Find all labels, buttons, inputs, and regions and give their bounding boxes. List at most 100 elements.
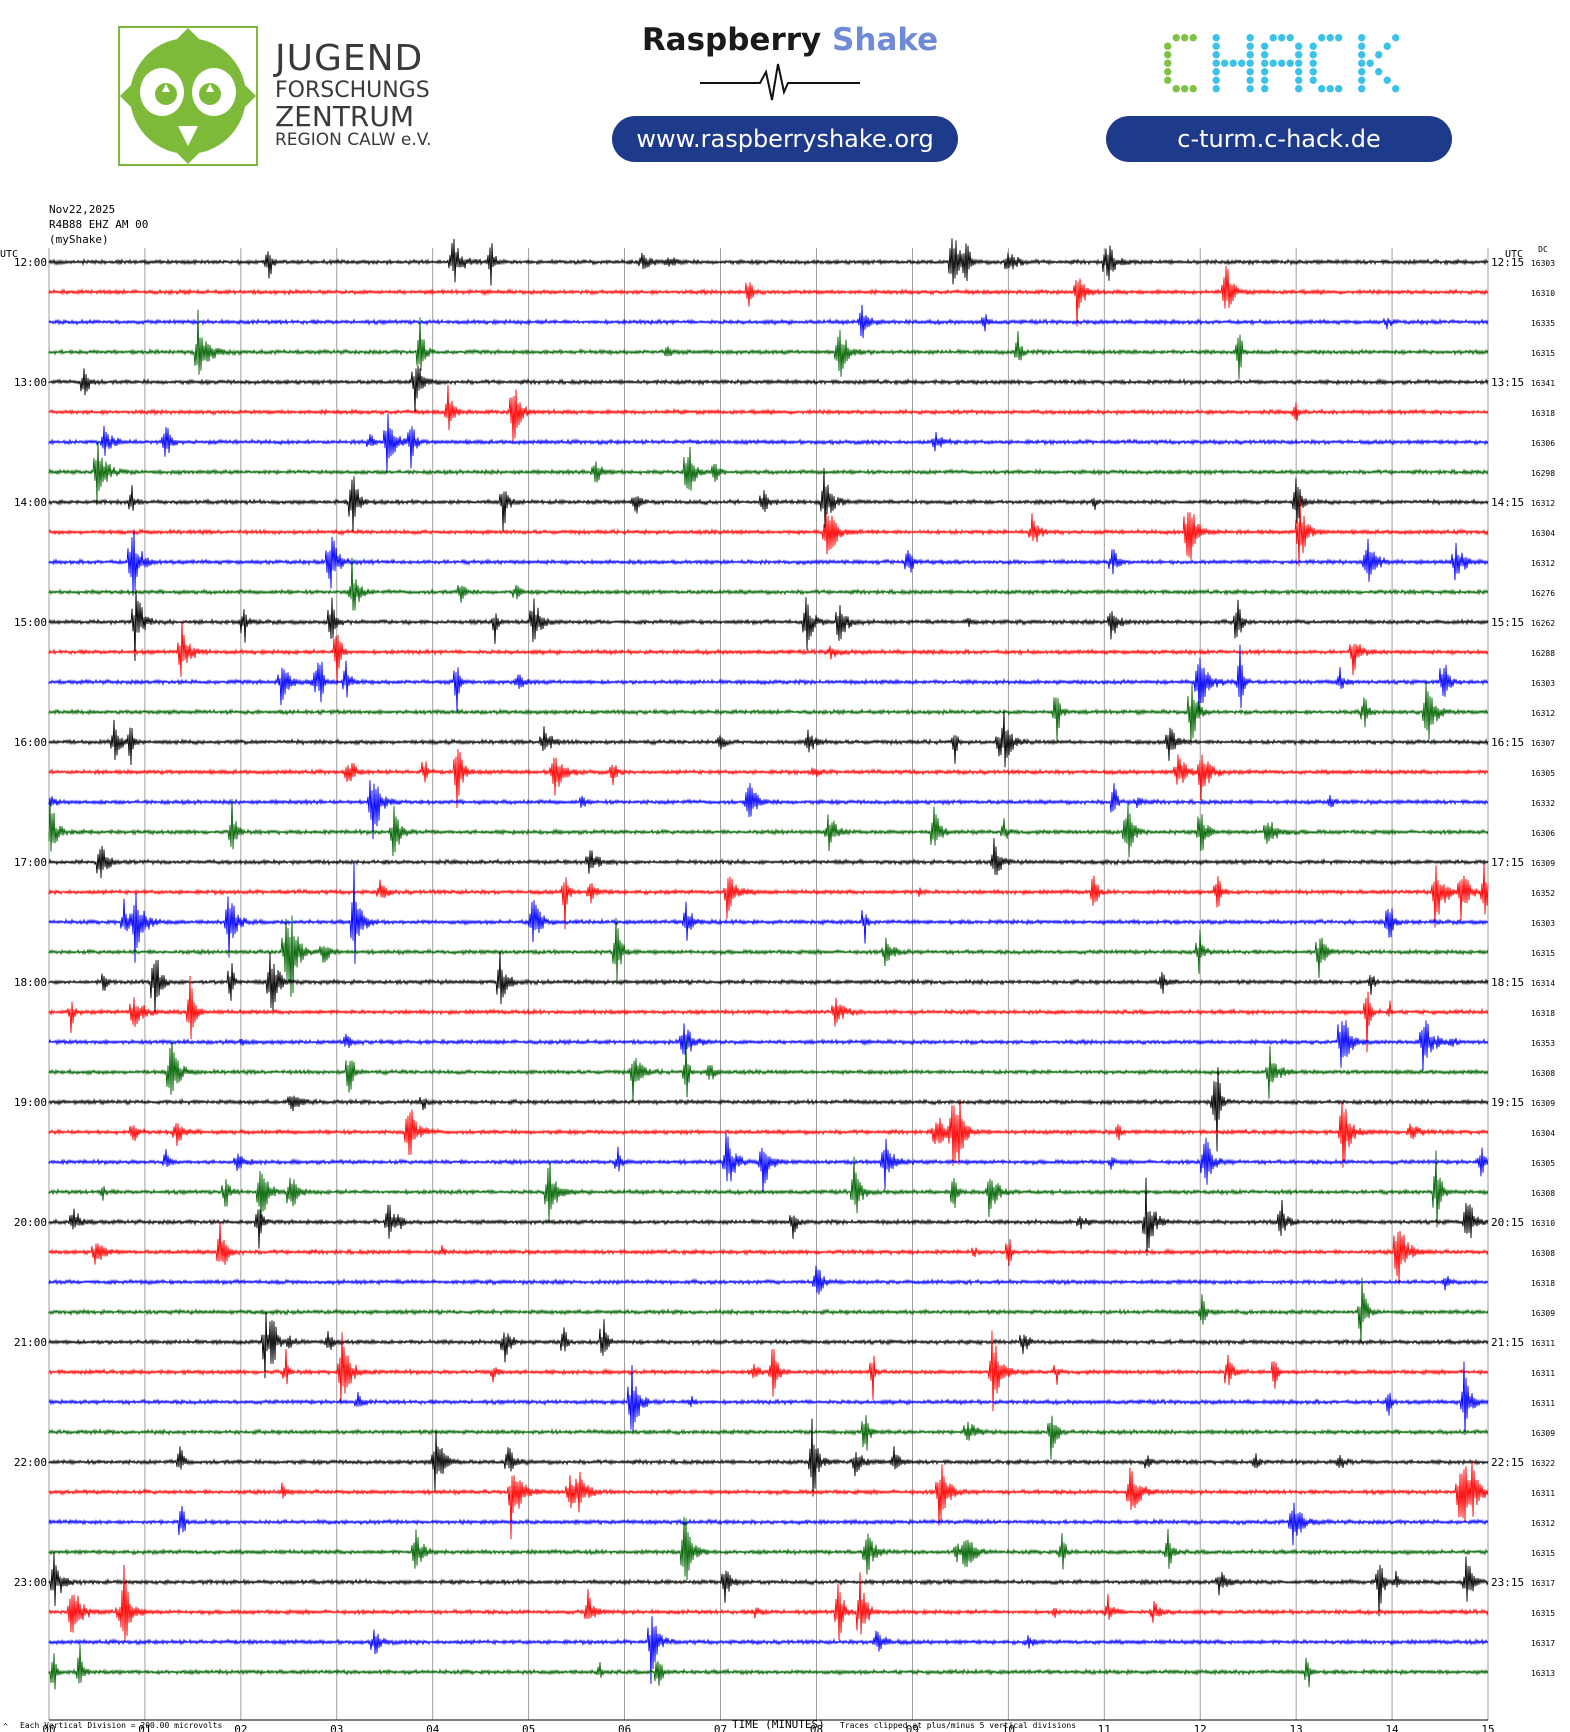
- x-tick-label: 06: [618, 1723, 631, 1732]
- seismic-trace: [48, 915, 1489, 997]
- left-axis-label: UTC: [0, 249, 18, 260]
- seismic-trace: [48, 1312, 1489, 1379]
- seismic-trace: [48, 385, 1489, 442]
- dc-offset-label: 16312: [1531, 499, 1555, 508]
- jfz-name-line1: JUGEND: [275, 38, 424, 79]
- dc-offset-label: 16312: [1531, 559, 1555, 568]
- x-tick-label: 08: [810, 1723, 823, 1732]
- network-name: (myShake): [49, 233, 109, 246]
- seismic-trace: [48, 1067, 1489, 1152]
- chack-letter: [1261, 34, 1303, 93]
- seismic-trace: [48, 1564, 1489, 1642]
- hour-label-right: 14:15: [1491, 496, 1524, 509]
- dc-offset-label: 16312: [1531, 709, 1555, 718]
- right-axis-label: UTC: [1505, 249, 1523, 260]
- seismic-trace: [48, 1461, 1489, 1540]
- dc-offset-label: 16317: [1531, 1639, 1555, 1648]
- dc-offset-label: 16307: [1531, 739, 1555, 748]
- hour-label-right: 12:15: [1491, 256, 1524, 269]
- seismic-trace: [48, 709, 1489, 768]
- x-tick-label: 05: [522, 1723, 535, 1732]
- seismic-trace: [48, 1221, 1489, 1284]
- x-tick-label: 07: [714, 1723, 727, 1732]
- chack-url[interactable]: c-turm.c-hack.de: [1106, 116, 1452, 162]
- jfz-name-line4: REGION CALW e.V.: [275, 130, 432, 150]
- x-tick-label: 03: [330, 1723, 343, 1732]
- dc-offset-label: 16312: [1531, 1519, 1555, 1528]
- dc-offset-label: 16309: [1531, 1309, 1555, 1318]
- seismic-trace: [48, 1177, 1489, 1256]
- dc-offset-label: 16314: [1531, 979, 1555, 988]
- hour-label-left: 12:00: [14, 256, 47, 269]
- hour-label-left: 19:00: [14, 1096, 47, 1109]
- seismic-trace: [48, 681, 1489, 746]
- raspberry-shake-brand: Raspberry Shake: [640, 22, 940, 58]
- seismic-trace: [48, 413, 1489, 473]
- seismic-traces: [48, 238, 1489, 1690]
- hour-label-left: 23:00: [14, 1576, 47, 1589]
- dc-offset-label: 16353: [1531, 1039, 1555, 1048]
- seismic-trace: [48, 1132, 1489, 1194]
- seismic-trace: [48, 1552, 1489, 1617]
- dc-offset-label: 16313: [1531, 1669, 1555, 1678]
- seismic-wave-icon: [700, 63, 860, 101]
- dc-offset-label: 16310: [1531, 1219, 1555, 1228]
- dc-offset-label: 16315: [1531, 1609, 1555, 1618]
- dc-offset-label: 16310: [1531, 289, 1555, 298]
- seismic-trace: [48, 862, 1489, 964]
- seismic-trace: [48, 1020, 1489, 1071]
- chack-letter: [1164, 34, 1197, 93]
- dc-offset-label: 16318: [1531, 1279, 1555, 1288]
- dc-offset-label: 16311: [1531, 1489, 1555, 1498]
- seismic-trace: [48, 863, 1489, 930]
- dc-offset-label: 16304: [1531, 1129, 1555, 1138]
- hour-label-right: 15:15: [1491, 616, 1524, 629]
- seismic-trace: [48, 644, 1489, 713]
- dc-offset-label: 16308: [1531, 1249, 1555, 1258]
- dc-offset-label: 16315: [1531, 349, 1555, 358]
- dc-offset-label: 16303: [1531, 679, 1555, 688]
- dc-offset-label: 16262: [1531, 619, 1555, 628]
- x-tick-label: 01: [138, 1723, 151, 1732]
- seismic-trace: [48, 1277, 1489, 1344]
- seismic-trace: [48, 1150, 1489, 1228]
- dc-offset-label: 16308: [1531, 1189, 1555, 1198]
- dc-offset-label: 16309: [1531, 1429, 1555, 1438]
- seismic-trace: [48, 780, 1489, 840]
- dc-offset-label: 16305: [1531, 1159, 1555, 1168]
- seismic-trace: [48, 1330, 1489, 1412]
- dc-offset-label: 16315: [1531, 949, 1555, 958]
- seismic-trace: [48, 1100, 1489, 1168]
- chack-letter: [1358, 34, 1400, 93]
- seismic-trace: [48, 1418, 1489, 1497]
- corner-mark: ^: [3, 1722, 8, 1731]
- x-tick-label: 04: [426, 1723, 440, 1732]
- x-tick-label: 00: [42, 1723, 55, 1732]
- clip-note: Traces clipped at plus/minus 5 vertical …: [840, 1721, 1076, 1730]
- dc-offset-label: 16332: [1531, 799, 1555, 808]
- dc-offset-label: 16311: [1531, 1339, 1555, 1348]
- dc-offset-label: 16303: [1531, 919, 1555, 928]
- dc-offset-label: 16309: [1531, 859, 1555, 868]
- seismic-trace: [48, 1265, 1489, 1295]
- raspberry-shake-url[interactable]: www.raspberryshake.org: [612, 116, 958, 162]
- dc-offset-label: 16309: [1531, 1099, 1555, 1108]
- hour-label-right: 19:15: [1491, 1096, 1524, 1109]
- dc-offset-label: 16352: [1531, 889, 1555, 898]
- dc-offset-label: 16298: [1531, 469, 1555, 478]
- x-tick-label: 09: [906, 1723, 919, 1732]
- hour-label-right: 22:15: [1491, 1456, 1524, 1469]
- dc-offset-label: 16335: [1531, 319, 1555, 328]
- seismic-trace: [48, 589, 1489, 662]
- hour-label-right: 16:15: [1491, 736, 1524, 749]
- hour-label-left: 17:00: [14, 856, 47, 869]
- dc-offset-label: 16306: [1531, 439, 1555, 448]
- dc-offset-label: 16322: [1531, 1459, 1555, 1468]
- dc-offset-label: 16305: [1531, 769, 1555, 778]
- x-tick-label: 13: [1290, 1723, 1303, 1732]
- station-id: R4B88 EHZ AM 00: [49, 218, 149, 231]
- jfz-name-line3: ZENTRUM: [275, 100, 415, 133]
- seismic-trace: [48, 1502, 1489, 1546]
- seismic-trace: [48, 1361, 1489, 1436]
- chack-letter: [1212, 34, 1254, 93]
